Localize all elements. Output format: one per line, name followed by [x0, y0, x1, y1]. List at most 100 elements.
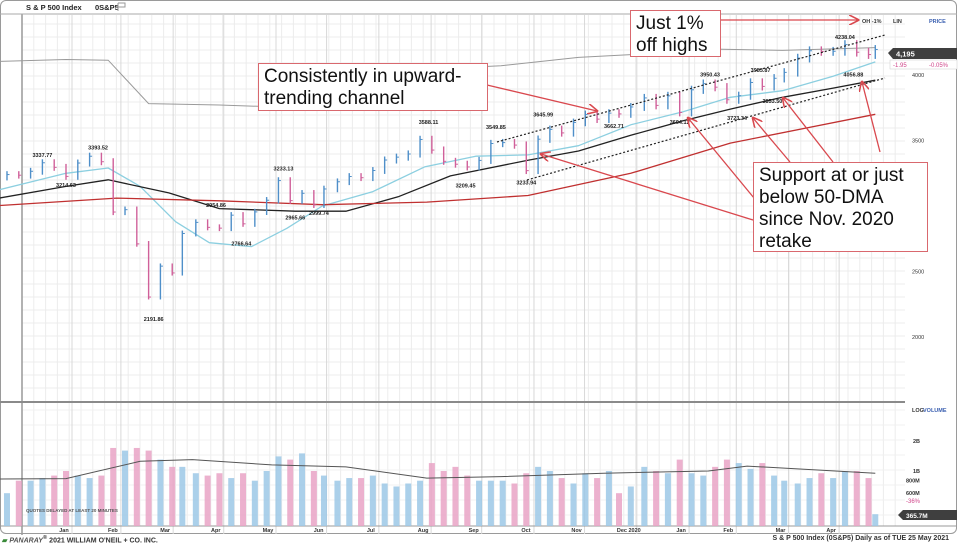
- volume-bar: [841, 471, 848, 526]
- off-high-label: OH -1%: [862, 19, 882, 25]
- volume-bar: [157, 459, 164, 526]
- arrow-support-5: [862, 82, 881, 153]
- price-label: 3694.12: [670, 120, 690, 126]
- chart-window: [0, 0, 957, 534]
- price-tick-label: 4000: [912, 73, 924, 79]
- volume-bar: [499, 480, 506, 526]
- price-label: 3853.50: [762, 99, 782, 105]
- volume-bar: [771, 475, 778, 526]
- volume-bar: [853, 471, 860, 526]
- volume-bar: [299, 453, 306, 526]
- arrow-support-1: [541, 154, 754, 221]
- volume-bar: [216, 473, 223, 526]
- volume-bar: [464, 475, 471, 526]
- volume-bar: [346, 478, 353, 526]
- volume-bar: [405, 483, 412, 526]
- volume-bar: [228, 478, 235, 526]
- arrow-to-channel: [486, 84, 597, 111]
- footer-left: ▰ PANARAY® 2021 WILLIAM O'NEIL + CO. INC…: [2, 535, 158, 545]
- last-volume: 365.7M: [906, 513, 928, 520]
- volume-bar: [535, 466, 542, 526]
- date-axis: Jan Feb Mar Apr May Jun Jul Aug Sep Oct Nov Dec 202…: [59, 528, 836, 534]
- volume-average-line: [0, 459, 876, 480]
- moving-averages: [0, 61, 876, 248]
- arrow-support-4: [783, 98, 834, 163]
- scale-mode-label[interactable]: LIN: [893, 19, 902, 25]
- price-label: 3645.99: [533, 112, 553, 118]
- price-label: 3983.87: [751, 68, 771, 74]
- volume-axis: 2B 1B 800M 600M: [906, 439, 920, 497]
- volume-bar: [641, 466, 648, 526]
- month-label: May: [263, 528, 275, 534]
- volume-bar: [700, 475, 707, 526]
- price-label: 4238.04: [835, 35, 856, 41]
- volume-bar: [27, 480, 34, 526]
- callout-support: Support at or just below 50-DMA since No…: [753, 162, 928, 252]
- month-label: Feb: [108, 528, 118, 534]
- volume-bar: [794, 483, 801, 526]
- moving-average-line: [0, 61, 876, 248]
- price-label: 3393.52: [88, 145, 108, 151]
- volume-bar: [169, 466, 176, 526]
- volume-bar: [145, 450, 152, 526]
- volume-bar: [275, 456, 282, 526]
- price-labels: 3337.77 3393.52 3214.63 2191.86 2954.86 2766.…: [32, 35, 863, 323]
- volume-bar: [369, 475, 376, 526]
- price-label: 4056.88: [843, 73, 863, 79]
- volume-panel-label: VOLUME: [923, 408, 947, 414]
- flag-icon[interactable]: [117, 2, 126, 11]
- volume-bar: [74, 475, 81, 526]
- volume-bar: [872, 514, 879, 526]
- callout-off-highs: Just 1% off highs: [630, 10, 721, 57]
- volume-bar: [428, 463, 435, 526]
- volume-bar: [310, 471, 317, 526]
- volume-bar: [594, 478, 601, 526]
- price-label: 2965.66: [285, 215, 305, 221]
- panaray-logo-icon: ▰: [2, 537, 8, 545]
- volume-bar: [240, 473, 247, 526]
- month-label: Apr: [211, 528, 221, 534]
- volume-bar: [393, 486, 400, 526]
- volume-bar: [818, 473, 825, 526]
- volume-bar: [616, 493, 623, 526]
- volume-bars: [0, 447, 879, 526]
- arrow-support-3: [753, 118, 791, 163]
- month-label: Dec 2020: [617, 528, 641, 534]
- price-label: 3549.85: [486, 125, 506, 131]
- copyright: 2021 WILLIAM O'NEIL + CO. INC.: [49, 537, 158, 545]
- price-label: 3337.77: [32, 153, 52, 159]
- month-label: Jul: [367, 528, 375, 534]
- volume-bar: [582, 473, 589, 526]
- volume-bar: [605, 471, 612, 526]
- volume-bar: [558, 478, 565, 526]
- volume-bar: [723, 459, 730, 526]
- volume-bar: [664, 473, 671, 526]
- volume-bar: [110, 447, 117, 526]
- volume-bar: [287, 459, 294, 526]
- last-price-badge: [888, 48, 957, 59]
- index-symbol: 0S&P5: [95, 3, 119, 12]
- volume-change-pct: -36%: [906, 499, 921, 505]
- volume-bar: [86, 478, 93, 526]
- arrow-support-2: [688, 118, 755, 199]
- month-label: Oct: [521, 528, 530, 534]
- price-label: 3233.13: [274, 166, 294, 172]
- volume-bar: [63, 471, 69, 526]
- callout-channel: Consistently in upward-trending channel: [258, 63, 488, 111]
- price-label: 2191.86: [144, 317, 164, 323]
- month-label: Mar: [776, 528, 787, 534]
- month-label: Sep: [469, 528, 480, 534]
- volume-bar: [417, 480, 424, 526]
- volume-bar: [688, 473, 695, 526]
- price-label: 3662.71: [604, 124, 624, 130]
- delay-notice: QUOTES DELAYED AT LEAST 20 MINUTES: [26, 508, 118, 513]
- volume-bar: [179, 466, 186, 526]
- last-volume-badge: [898, 510, 957, 520]
- volume-bar: [381, 483, 388, 526]
- volume-scale-mode[interactable]: LOG: [912, 408, 924, 414]
- volume-bar: [627, 486, 634, 526]
- volume-tick-label: 1B: [913, 469, 920, 475]
- moving-average-line: [0, 113, 876, 207]
- volume-bar: [452, 466, 459, 526]
- volume-bar: [133, 447, 140, 526]
